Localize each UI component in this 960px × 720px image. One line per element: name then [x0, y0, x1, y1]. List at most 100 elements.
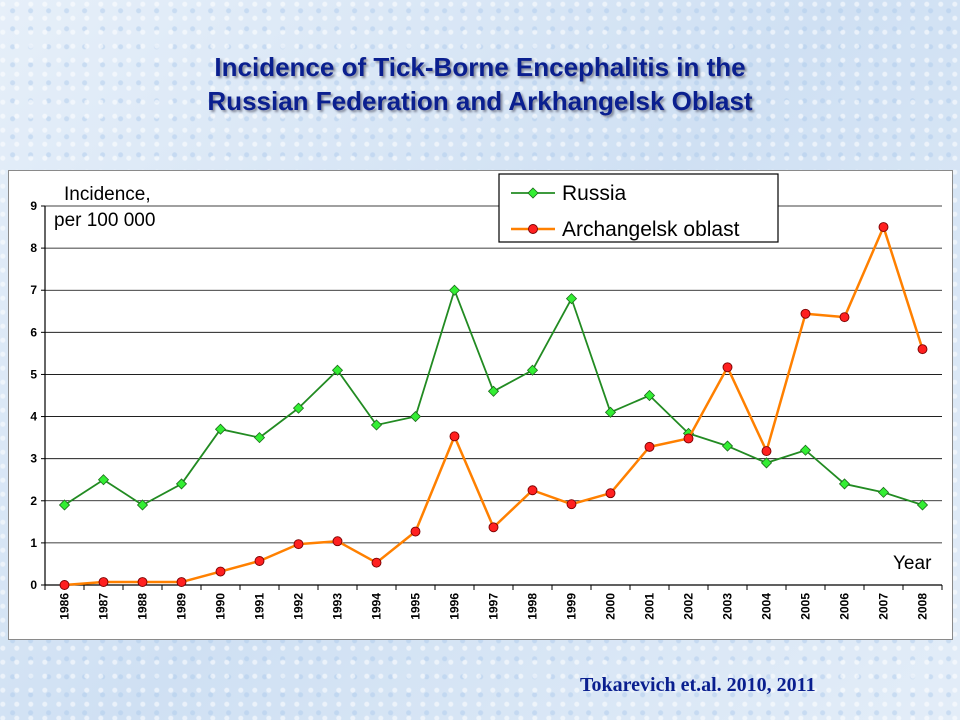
y-axis-label-line-1: Incidence,	[64, 184, 151, 205]
y-tick-label-1: 1	[30, 536, 37, 550]
point-russia-2005	[799, 444, 812, 456]
y-tick-label-9: 9	[30, 199, 37, 213]
point-russia-1992	[292, 402, 305, 414]
citation: Tokarevich et.al. 2010, 2011	[580, 674, 816, 696]
point-archangelsk-oblast-1996	[449, 431, 460, 442]
point-russia-2006	[838, 478, 851, 490]
y-axis-label-line-2: per 100 000	[54, 210, 155, 231]
x-tick-label-2003: 2003	[721, 593, 735, 620]
point-archangelsk-oblast-2007	[878, 222, 889, 233]
point-archangelsk-oblast-2006	[839, 312, 850, 323]
x-tick-label-1999: 1999	[565, 593, 579, 620]
point-archangelsk-oblast-1998	[527, 485, 538, 496]
y-tick-label-6: 6	[30, 325, 37, 339]
point-russia-2000	[604, 406, 617, 418]
line-chart: 0 1 2 3 4 5 6 7 8 9 1986 1987 1988 1989 1990 1991 1992 19…	[30, 173, 943, 620]
point-russia-1991	[253, 432, 266, 444]
slide-title-line-2: Russian Federation and Arkhangelsk Oblas…	[207, 86, 753, 116]
x-tick-label-2008: 2008	[916, 593, 930, 620]
point-archangelsk-oblast-1990	[215, 566, 226, 577]
point-archangelsk-oblast-1999	[566, 499, 577, 510]
point-russia-1990	[214, 423, 227, 435]
point-archangelsk-oblast-1994	[371, 557, 382, 568]
x-tick-label-1995: 1995	[409, 593, 423, 620]
slide-title-line-1: Incidence of Tick-Borne Encephalitis in …	[214, 52, 746, 82]
x-tick-label-1993: 1993	[331, 593, 345, 620]
series-archangelsk-oblast	[59, 222, 928, 590]
point-russia-1997	[487, 385, 500, 397]
slide-title: Incidence of Tick-Borne Encephalitis in …	[0, 50, 960, 118]
point-archangelsk-oblast-1988	[137, 577, 148, 588]
point-archangelsk-oblast-2005	[800, 308, 811, 319]
x-tick-label-2006: 2006	[838, 593, 852, 620]
x-tick-label-1986: 1986	[58, 593, 72, 620]
x-tick-label-2000: 2000	[604, 593, 618, 620]
legend-marker-archangelsk-oblast	[528, 224, 538, 234]
series-line-russia	[64, 289, 923, 506]
point-archangelsk-oblast-2003	[722, 362, 733, 373]
series-russia	[58, 284, 929, 511]
point-russia-1996	[448, 284, 461, 296]
x-tick-label-1996: 1996	[448, 593, 462, 620]
x-tick-label-2007: 2007	[877, 593, 891, 620]
point-russia-2001	[643, 389, 656, 402]
point-archangelsk-oblast-1997	[488, 522, 499, 533]
x-tick-label-1992: 1992	[292, 593, 306, 620]
x-tick-label-1997: 1997	[487, 593, 501, 620]
point-russia-2007	[877, 486, 890, 498]
x-tick-label-2005: 2005	[799, 593, 813, 620]
x-tick-label-1989: 1989	[175, 593, 189, 620]
legend-item-russia: Russia	[511, 182, 627, 205]
point-russia-1998	[526, 364, 539, 376]
point-archangelsk-oblast-1993	[332, 536, 343, 547]
point-russia-2008	[916, 499, 929, 511]
legend: Russia Archangelsk oblast	[498, 173, 779, 243]
point-archangelsk-oblast-2000	[605, 488, 616, 499]
x-tick-label-1998: 1998	[526, 593, 540, 620]
x-tick-label-2004: 2004	[760, 593, 774, 620]
point-archangelsk-oblast-1995	[410, 526, 421, 537]
point-archangelsk-oblast-2001	[644, 441, 655, 452]
x-tick-label-2002: 2002	[682, 593, 696, 620]
point-russia-2003	[721, 440, 734, 452]
series-layer	[58, 222, 929, 590]
point-archangelsk-oblast-1987	[98, 577, 109, 588]
y-tick-label-8: 8	[30, 241, 37, 255]
legend-box	[498, 173, 779, 243]
y-tick-label-3: 3	[30, 452, 37, 466]
x-tick-label-1987: 1987	[97, 593, 111, 620]
legend-label-russia: Russia	[562, 182, 627, 205]
point-russia-1989	[175, 478, 188, 490]
point-russia-1999	[565, 293, 578, 305]
point-russia-1986	[58, 499, 71, 511]
y-tick-label-0: 0	[30, 578, 37, 592]
legend-marker-russia	[527, 187, 539, 199]
point-archangelsk-oblast-1989	[176, 577, 187, 588]
x-tick-label-1991: 1991	[253, 593, 267, 620]
point-archangelsk-oblast-2002	[683, 433, 694, 444]
x-tick-label-1988: 1988	[136, 593, 150, 620]
point-archangelsk-oblast-1991	[254, 556, 265, 566]
legend-item-archangelsk-oblast: Archangelsk oblast	[511, 218, 740, 241]
x-axis-label: Year	[893, 553, 932, 574]
axes: 0 1 2 3 4 5 6 7 8 9 1986 1987 1988 1989 1990 1991 1992 19…	[30, 199, 943, 620]
point-archangelsk-oblast-1992	[293, 539, 304, 550]
x-tick-label-2001: 2001	[643, 593, 657, 620]
point-archangelsk-oblast-1986	[59, 580, 70, 590]
y-tick-label-7: 7	[30, 283, 37, 297]
point-russia-1988	[136, 499, 149, 511]
y-tick-label-5: 5	[30, 367, 37, 381]
y-tick-label-2: 2	[30, 494, 37, 508]
point-russia-1995	[409, 410, 422, 423]
x-tick-label-1994: 1994	[370, 593, 384, 620]
point-archangelsk-oblast-2008	[917, 344, 928, 355]
chart-panel: 0 1 2 3 4 5 6 7 8 9 1986 1987 1988 1989 1990 1991 1992 19…	[8, 170, 953, 640]
point-russia-1987	[97, 474, 110, 486]
legend-label-archangelsk-oblast: Archangelsk oblast	[562, 218, 740, 241]
x-tick-label-1990: 1990	[214, 593, 228, 620]
point-archangelsk-oblast-2004	[761, 446, 772, 457]
gridlines	[45, 205, 942, 544]
point-russia-1993	[331, 364, 344, 376]
point-russia-2004	[760, 457, 773, 469]
y-tick-label-4: 4	[30, 410, 37, 424]
